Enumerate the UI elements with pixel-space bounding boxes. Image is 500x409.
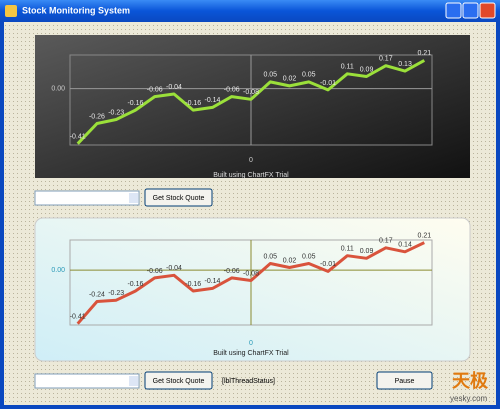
close-button[interactable] (479, 2, 496, 19)
button-label: Pause (395, 378, 415, 385)
y-tick-label: 0.00 (51, 85, 65, 92)
data-label: -0.06 (147, 86, 163, 93)
data-label: 0.13 (398, 61, 412, 68)
data-label: -0.01 (320, 80, 336, 87)
watermark-site: yesky.com (450, 394, 488, 403)
data-label: 0.17 (379, 56, 393, 63)
data-label: -0.04 (166, 84, 182, 91)
data-label: -0.06 (224, 86, 240, 93)
data-line (76, 59, 426, 145)
maximize-button[interactable] (462, 2, 479, 19)
data-label: -0.04 (166, 265, 182, 272)
minimize-button[interactable] (445, 2, 462, 19)
button[interactable] (376, 371, 433, 390)
data-label: -0.16 (127, 281, 143, 288)
data-label: -0.06 (147, 268, 163, 275)
data-label: 0.02 (283, 257, 297, 264)
data-label: 0.02 (283, 76, 297, 83)
chart-panel (35, 35, 470, 178)
data-label: 0.21 (417, 50, 431, 57)
data-label: -0.06 (224, 268, 240, 275)
data-label: -0.01 (320, 261, 336, 268)
button[interactable] (144, 188, 213, 207)
button-label: Get Stock Quote (153, 378, 205, 385)
x-tick-label: 0 (249, 340, 253, 347)
combo-arrow[interactable] (129, 193, 138, 203)
data-label: -0.41 (70, 134, 86, 141)
title-bar (0, 0, 500, 22)
data-label: 0.05 (263, 253, 277, 260)
button[interactable] (144, 371, 213, 390)
window-title: Stock Monitoring System (22, 5, 130, 15)
data-label: 0.17 (379, 238, 393, 245)
data-label: -0.08 (243, 89, 259, 96)
data-line (76, 241, 425, 325)
data-label: -0.14 (205, 97, 221, 104)
data-label: -0.16 (127, 100, 143, 107)
combo-arrow[interactable] (129, 376, 138, 386)
chart-footer: Built using ChartFX Trial (213, 172, 289, 179)
data-label: -0.16 (185, 100, 201, 107)
data-label: 0.05 (302, 253, 316, 260)
y-tick-label: 0.00 (51, 267, 65, 274)
data-label: -0.41 (70, 314, 86, 321)
chart-footer: Built using ChartFX Trial (213, 350, 289, 357)
data-label: -0.08 (243, 270, 259, 277)
data-label: -0.24 (89, 291, 105, 298)
data-label: 0.05 (302, 72, 316, 79)
data-label: 0.11 (341, 64, 354, 71)
data-label: 0.09 (360, 248, 374, 255)
data-label: 0.05 (263, 72, 277, 79)
button-label: Get Stock Quote (153, 195, 205, 202)
combo-box[interactable] (34, 190, 140, 206)
combo-box[interactable] (34, 373, 140, 389)
data-label: -0.14 (205, 278, 221, 285)
status-label: [lblThreadStatus] (222, 378, 275, 385)
x-tick-label: 0 (249, 157, 253, 164)
data-label: -0.23 (108, 109, 124, 116)
app-icon (5, 5, 17, 17)
data-label: 0.11 (341, 246, 354, 253)
data-label: -0.23 (108, 290, 124, 297)
data-label: 0.09 (360, 66, 374, 73)
data-label: -0.16 (185, 281, 201, 288)
data-label: 0.21 (417, 232, 431, 239)
watermark-logo: 天极 (452, 371, 489, 391)
data-label: -0.26 (89, 113, 105, 120)
data-label: 0.14 (398, 242, 412, 249)
